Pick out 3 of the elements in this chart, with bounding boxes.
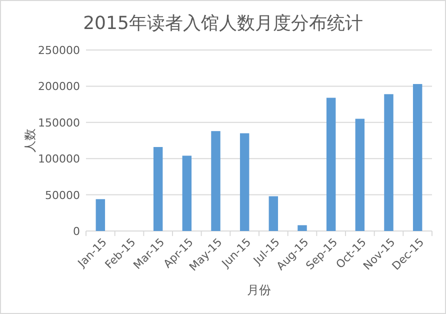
ylabel: 人数 xyxy=(23,128,37,152)
xlabel: 月份 xyxy=(247,283,271,297)
title: 2015年读者入馆人数月度分布统计 xyxy=(83,13,363,34)
